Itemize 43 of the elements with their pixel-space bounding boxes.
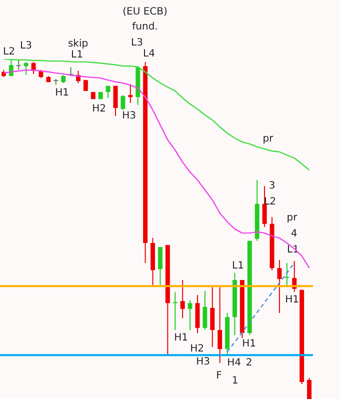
annotation: H3 xyxy=(122,110,136,122)
annotation: H2 xyxy=(92,104,106,115)
annotation: L2 xyxy=(264,196,276,208)
candlestick xyxy=(277,259,282,314)
annotation: H3 xyxy=(196,356,210,368)
annotation: L4 xyxy=(143,48,155,60)
candlestick xyxy=(16,60,21,70)
candlestick xyxy=(202,290,208,330)
annotation: 1 xyxy=(232,376,238,387)
candlestick xyxy=(284,262,290,288)
text: fund. xyxy=(132,22,158,33)
text: L3 xyxy=(20,40,32,52)
annotation: H2 xyxy=(190,344,204,355)
candlestick xyxy=(218,286,222,364)
annotation: 2 xyxy=(246,358,252,369)
annotation: 3 xyxy=(268,180,276,192)
annotation: H1 xyxy=(242,338,256,350)
annotation: H1 xyxy=(285,294,299,306)
text: (EU ECB) xyxy=(122,6,168,18)
candlestick xyxy=(180,280,185,319)
text: skip xyxy=(68,38,88,50)
annotation: 4 xyxy=(290,228,298,240)
annotation: pr xyxy=(262,134,274,145)
annotation: pr xyxy=(286,212,298,224)
candlestick xyxy=(262,186,267,228)
text: L2 xyxy=(3,46,15,58)
annotation: F xyxy=(216,370,222,382)
candlestick xyxy=(188,300,192,330)
annotation: L1 xyxy=(71,50,83,61)
candlestick xyxy=(210,286,215,348)
annotation: H1 xyxy=(174,332,188,344)
annotation: L1 xyxy=(232,260,244,272)
candlestick xyxy=(83,80,88,92)
candlestick xyxy=(120,94,126,110)
candlestick xyxy=(307,377,312,399)
annotation: H1 xyxy=(55,88,69,99)
annotation: H4 xyxy=(227,358,241,369)
candlestick xyxy=(24,62,28,76)
candlestick xyxy=(128,84,133,104)
candlestick xyxy=(106,85,110,99)
candlestick xyxy=(158,246,162,286)
text: L3 xyxy=(131,38,143,49)
candlestick xyxy=(172,291,178,330)
